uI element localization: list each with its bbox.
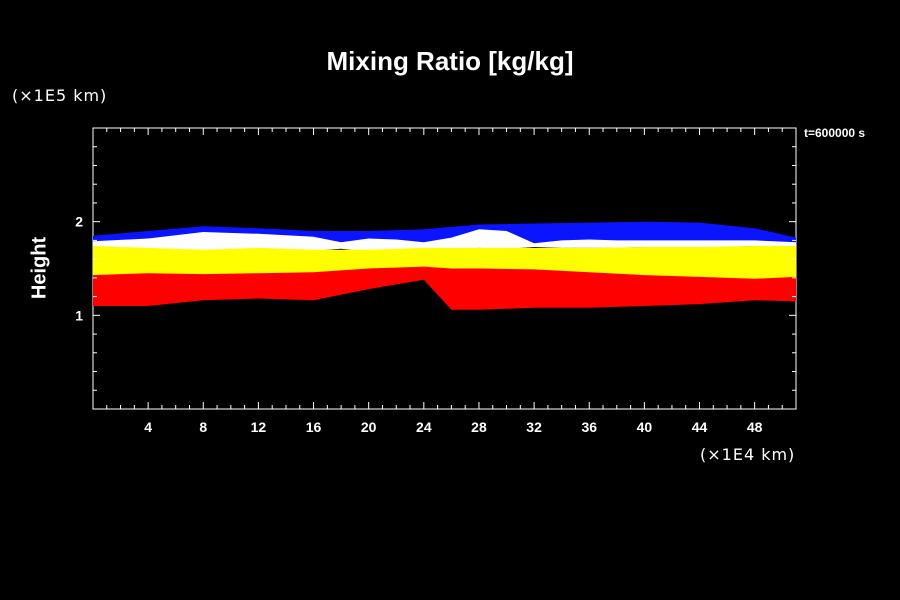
x-tick-label: 40 [637,419,653,435]
x-tick-label: 24 [416,419,432,435]
y-axis-unit: (×1E5 km) [12,86,108,105]
x-tick-label: 8 [199,419,207,435]
x-tick-label: 20 [361,419,377,435]
y-tick-label: 2 [75,214,83,230]
band-yellow [93,246,796,280]
y-tick-label: 1 [75,307,83,323]
mixing-ratio-field [93,221,796,310]
x-tick-label: 44 [692,419,708,435]
x-tick-label: 4 [144,419,152,435]
band-red [93,266,796,310]
x-tick-label: 48 [747,419,763,435]
band-white [93,229,796,252]
x-tick-label: 28 [471,419,487,435]
x-tick-label: 32 [526,419,542,435]
x-tick-label: 12 [251,419,267,435]
x-axis-unit: (×1E4 km) [700,445,796,464]
x-tick-label: 16 [306,419,322,435]
chart-title: Mixing Ratio [kg/kg] [326,46,574,76]
time-label: t=600000 s [804,126,866,140]
x-tick-label: 36 [581,419,597,435]
